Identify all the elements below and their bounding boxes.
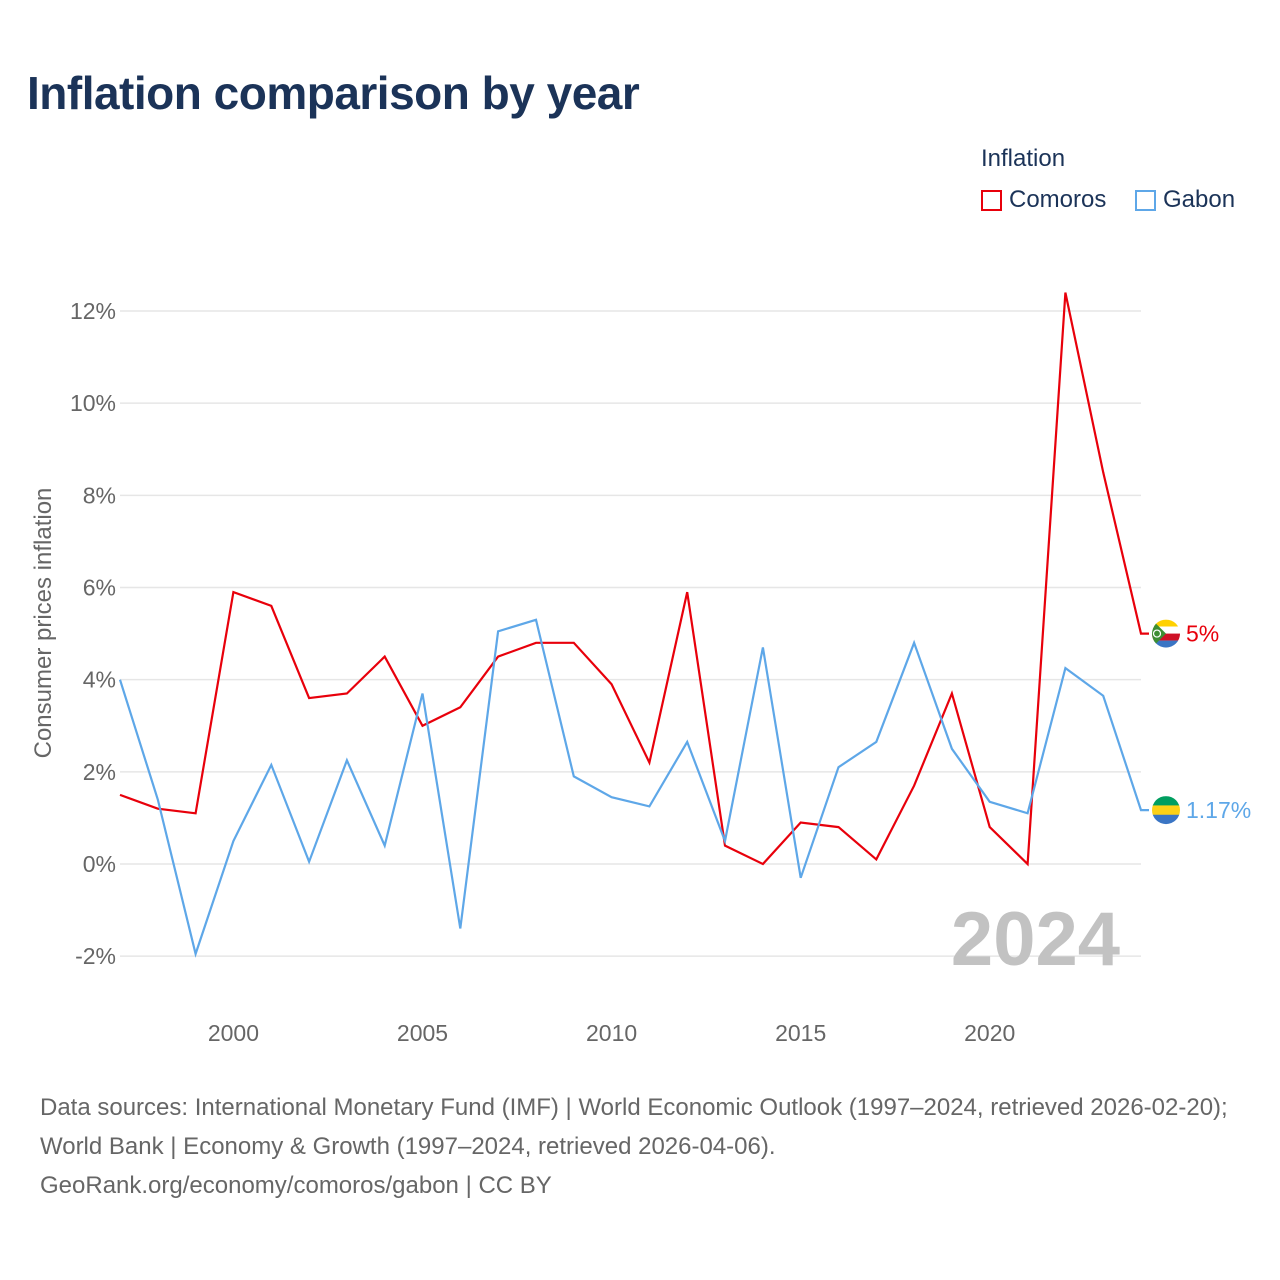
x-axis-ticks: 2000 2005 2010 2015 2020: [208, 1020, 1015, 1046]
series-line-comoros[interactable]: [119, 292, 1149, 867]
legend-swatch-comoros: [981, 189, 1002, 211]
year-watermark: 2024: [951, 897, 1120, 982]
x-tick-label: 2020: [964, 1020, 1015, 1046]
end-label-comoros: 5%: [1186, 621, 1219, 647]
legend-label-gabon: Gabon: [1163, 186, 1236, 213]
end-label-gabon: 1.17%: [1186, 797, 1251, 823]
y-tick-label: 6%: [83, 575, 116, 601]
y-tick-label: 2%: [83, 759, 116, 785]
legend-item-comoros[interactable]: Comoros: [981, 186, 1106, 214]
series-line-gabon[interactable]: [118, 618, 1149, 958]
x-tick-label: 2005: [397, 1020, 448, 1046]
footer: Data sources: International Monetary Fun…: [40, 1088, 1250, 1205]
legend-label-comoros: Comoros: [1009, 186, 1107, 213]
y-tick-label: -2%: [75, 943, 116, 969]
x-tick-label: 2010: [586, 1020, 637, 1046]
y-tick-label: 10%: [70, 390, 116, 416]
series-end-labels: 5% 1.17%: [1152, 619, 1251, 825]
footer-sources: Data sources: International Monetary Fun…: [40, 1094, 1228, 1160]
y-tick-label: 12%: [70, 298, 116, 324]
gridlines: [120, 310, 1141, 957]
legend-item-gabon[interactable]: Gabon: [1135, 186, 1235, 214]
x-tick-label: 2015: [775, 1020, 826, 1046]
flag-gabon-icon: [1152, 796, 1180, 825]
line-chart: -2% 0% 2% 4% 6% 8% 10% 12% 2000 2005 2010 2015 2020…: [30, 292, 1251, 1046]
y-axis-label: Consumer prices inflation: [30, 488, 57, 759]
y-tick-label: 8%: [83, 482, 116, 508]
legend-swatch-gabon: [1135, 189, 1156, 211]
chart-title: Inflation comparison by year: [27, 67, 640, 119]
y-tick-label: 4%: [83, 667, 116, 693]
footer-credit: GeoRank.org/economy/comoros/gabon | CC B…: [40, 1172, 552, 1199]
x-tick-label: 2000: [208, 1020, 259, 1046]
series-lines: [118, 292, 1149, 958]
y-tick-label: 0%: [83, 851, 116, 877]
legend-title: Inflation: [981, 145, 1066, 172]
flag-comoros-icon: [1152, 619, 1180, 648]
y-axis-ticks: -2% 0% 2% 4% 6% 8% 10% 12%: [70, 298, 116, 969]
